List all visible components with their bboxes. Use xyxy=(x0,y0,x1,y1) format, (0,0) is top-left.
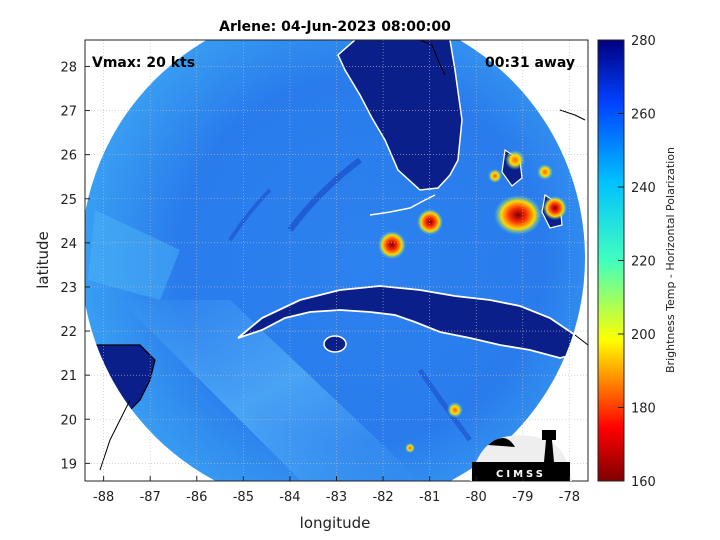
x-tick-label: -82 xyxy=(372,490,393,505)
outer-coastline xyxy=(419,40,446,76)
convection-cell xyxy=(488,169,502,183)
microwave-swath xyxy=(85,40,585,481)
x-tick-label: -86 xyxy=(186,490,207,505)
colorbar: 280 260 240 220 200 180 160 Brightness Temp - … xyxy=(597,34,677,490)
chart-title: Arlene: 04-Jun-2023 08:00:00 xyxy=(219,19,451,35)
colorbar-tick-label: 240 xyxy=(631,181,656,196)
x-tick-label: -85 xyxy=(233,490,254,505)
colorbar-tick-label: 180 xyxy=(631,402,656,417)
convection-cell xyxy=(505,150,525,170)
convection-cell xyxy=(417,209,443,235)
x-tick-label: -80 xyxy=(466,490,487,505)
y-tick-label: 27 xyxy=(60,105,77,120)
x-axis-label: longitude xyxy=(300,514,371,532)
y-axis-ticks: 28 27 26 25 24 23 22 21 20 19 xyxy=(60,60,90,472)
cuba-land xyxy=(238,286,585,358)
satellite-dish-icon xyxy=(488,437,515,447)
florida-land xyxy=(338,40,462,190)
time-label: 00:31 away xyxy=(485,55,575,71)
convection-cell xyxy=(537,164,553,180)
dark-streak xyxy=(228,188,272,242)
light-band-west xyxy=(88,210,180,300)
y-tick-label: 19 xyxy=(60,457,77,472)
colorbar-label: Brightness Temp - Horizontal Polarizatio… xyxy=(664,147,677,373)
vmax-label: Vmax: 20 kts xyxy=(92,55,195,71)
x-tick-label: -84 xyxy=(279,490,300,505)
convection-cell xyxy=(378,231,406,259)
florida-keys xyxy=(369,194,436,216)
outer-coastline xyxy=(574,334,588,346)
y-tick-label: 20 xyxy=(60,413,77,428)
y-tick-label: 23 xyxy=(60,281,77,296)
x-tick-label: -83 xyxy=(326,490,347,505)
logo-text: CIMSS xyxy=(496,469,546,480)
x-tick-label: -87 xyxy=(140,490,161,505)
dark-streak xyxy=(417,368,473,442)
colorbar-tick-label: 220 xyxy=(631,255,656,270)
y-tick-label: 21 xyxy=(60,369,77,384)
colorbar-ticks: 280 260 240 220 200 180 160 xyxy=(618,34,656,490)
convection-cell xyxy=(494,195,542,235)
cimss-logo: CIMSS xyxy=(470,430,572,481)
convection-cell xyxy=(543,196,567,220)
map-plot-area xyxy=(85,40,588,481)
isle-of-youth xyxy=(323,335,347,353)
y-tick-label: 22 xyxy=(60,325,77,340)
colorbar-tick-label: 280 xyxy=(631,34,656,49)
y-tick-label: 24 xyxy=(60,237,77,252)
dark-streak xyxy=(287,157,362,232)
convection-cell xyxy=(405,443,415,453)
water-tower-icon xyxy=(542,430,556,462)
y-axis-label: latitude xyxy=(34,231,52,289)
x-tick-label: -78 xyxy=(559,490,580,505)
outer-coastline xyxy=(99,399,131,471)
y-tick-label: 28 xyxy=(60,60,77,75)
y-tick-label: 25 xyxy=(60,193,77,208)
colorbar-tick-label: 200 xyxy=(631,328,656,343)
x-tick-label: -81 xyxy=(419,490,440,505)
colorbar-tick-label: 160 xyxy=(631,475,656,490)
florida-coast xyxy=(337,40,463,191)
outer-coastline xyxy=(559,109,586,121)
cuba-coast xyxy=(237,285,585,359)
convection-cell xyxy=(447,402,463,418)
x-tick-label: -88 xyxy=(93,490,114,505)
light-band xyxy=(120,300,420,480)
y-tick-label: 26 xyxy=(60,149,77,164)
colorbar-tick-label: 260 xyxy=(631,108,656,123)
x-tick-label: -79 xyxy=(512,490,533,505)
x-axis-ticks: -88 -87 -86 -85 -84 -83 -82 -81 -80 -79 -78 xyxy=(93,476,580,505)
